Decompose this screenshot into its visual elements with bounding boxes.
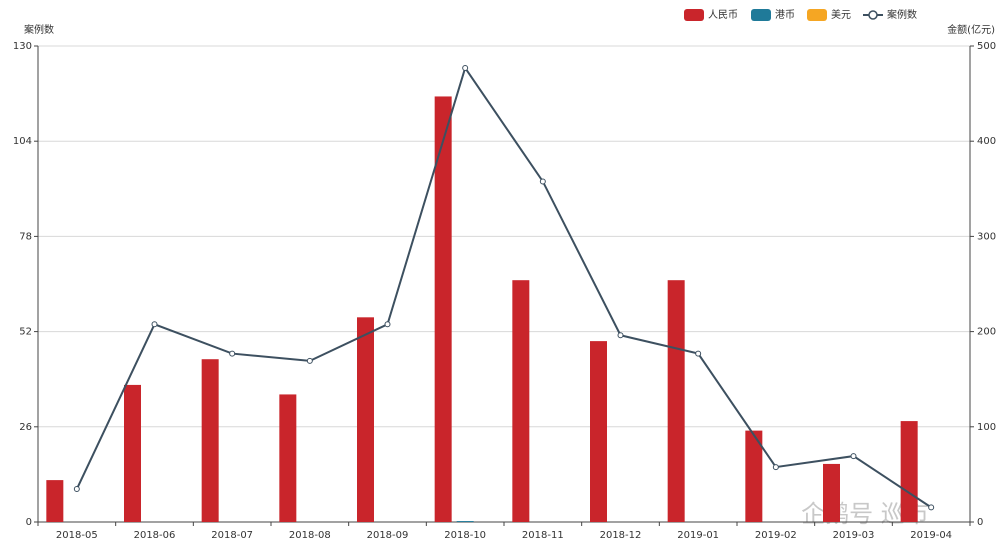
legend-label: 案例数: [887, 8, 917, 21]
bar: [46, 480, 64, 522]
x-tick-label: 2018-12: [600, 530, 642, 541]
y-tick-label: 0: [26, 517, 32, 528]
y-tick-label: 104: [13, 136, 32, 147]
y2-tick-label: 200: [977, 327, 996, 338]
bar: [667, 280, 685, 522]
line-point: [384, 321, 391, 328]
legend-swatch: [684, 9, 704, 21]
x-tick-label: 2019-01: [677, 530, 719, 541]
line-point: [772, 464, 779, 471]
line-point: [928, 504, 935, 511]
y2-tick-label: 400: [977, 136, 996, 147]
x-tick-label: 2018-07: [211, 530, 253, 541]
line-point: [151, 321, 158, 328]
bar: [357, 317, 374, 522]
bar: [456, 521, 474, 522]
line-point: [850, 453, 857, 460]
line-point: [462, 64, 469, 71]
x-tick-label: 2018-11: [522, 530, 564, 541]
bar: [512, 280, 530, 522]
y2-tick-label: 500: [977, 41, 996, 52]
bar: [279, 394, 297, 522]
x-tick-label: 2018-08: [289, 530, 331, 541]
line-point: [306, 357, 313, 364]
bar: [823, 463, 840, 522]
legend-label: 港币: [775, 9, 795, 21]
x-tick-label: 2018-06: [134, 530, 176, 541]
y2-tick-label: 300: [977, 231, 996, 242]
bar: [201, 359, 219, 522]
legend-label: 美元: [831, 8, 851, 21]
line-point: [539, 178, 546, 185]
bar: [434, 96, 452, 523]
x-tick-label: 2019-03: [833, 530, 875, 541]
x-tick-label: 2018-10: [444, 530, 486, 541]
bar: [590, 341, 607, 522]
x-tick-label: 2018-09: [367, 530, 409, 541]
y2-axis-label: 金额(亿元): [947, 23, 995, 36]
line-point: [229, 350, 236, 357]
y-axis-label: 案例数: [24, 23, 54, 36]
y-tick-label: 78: [19, 231, 32, 242]
y2-tick-label: 0: [977, 517, 983, 528]
line: [75, 65, 932, 509]
x-tick-label: 2018-05: [56, 530, 98, 541]
x-tick-label: 2019-04: [910, 530, 952, 541]
line-point: [695, 350, 702, 357]
legend-swatch: [751, 9, 771, 21]
bar: [124, 384, 141, 522]
x-tick-label: 2019-02: [755, 530, 797, 541]
legend-swatch: [807, 9, 827, 21]
legend-label: 人民币: [708, 9, 738, 21]
y-tick-label: 26: [19, 422, 32, 433]
y-tick-label: 52: [19, 327, 32, 338]
bar: [745, 430, 763, 522]
y-tick-label: 130: [13, 41, 32, 52]
y2-tick-label: 100: [977, 422, 996, 433]
bar: [900, 421, 918, 522]
line-point: [73, 486, 80, 493]
legend-swatch: [868, 10, 878, 20]
line-point: [617, 332, 624, 339]
